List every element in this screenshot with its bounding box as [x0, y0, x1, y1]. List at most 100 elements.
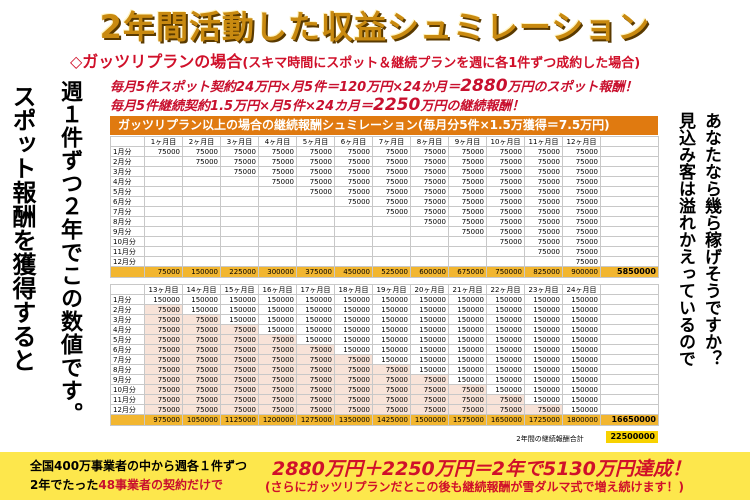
- table-cell: 150000: [372, 314, 411, 325]
- table-cell: 75000: [144, 314, 183, 325]
- table-cell: [144, 216, 183, 227]
- column-header: 19ヶ月目: [372, 284, 411, 295]
- sum-cell: 75000: [144, 266, 183, 278]
- table-cell: 75000: [562, 196, 601, 207]
- blank-cell: [600, 156, 659, 167]
- table-cell: 75000: [562, 256, 601, 267]
- table-cell: [144, 166, 183, 177]
- table-cell: 75000: [410, 404, 449, 415]
- table-cell: [220, 246, 259, 257]
- row-label: 8月分: [110, 216, 145, 227]
- row-label: 4月分: [110, 324, 145, 335]
- table-cell: 75000: [448, 166, 487, 177]
- sum-cell: 750000: [486, 266, 525, 278]
- table-cell: 150000: [524, 324, 563, 335]
- table-cell: [144, 206, 183, 217]
- table-header-row: 1ヶ月目 2ヶ月目 3ヶ月目 4ヶ月目 5ヶ月目 6ヶ月目 7ヶ月目 8ヶ月目 9ヶ月目 10ヶ月…: [110, 136, 659, 147]
- table-cell: 75000: [562, 226, 601, 237]
- table-cell: 75000: [562, 206, 601, 217]
- row-label: 1月分: [110, 294, 145, 305]
- table-cell: 75000: [182, 334, 221, 345]
- row-label: 5月分: [110, 186, 145, 197]
- table-cell: [258, 226, 297, 237]
- column-header: 3ヶ月目: [220, 136, 259, 147]
- blank-cell: [110, 266, 145, 278]
- table-cell: 150000: [410, 364, 449, 375]
- row-label: 7月分: [110, 354, 145, 365]
- table-cell: 75000: [448, 384, 487, 395]
- blank-cell: [600, 256, 659, 267]
- column-header: 12ヶ月目: [562, 136, 601, 147]
- table-cell: 150000: [524, 384, 563, 395]
- table-row: 5月分 75000 75000 75000 75000 150000 150000 15000…: [110, 334, 659, 345]
- table-row: 4月分 75000 75000 75000 75000 75000 75000 75000 75…: [110, 176, 659, 187]
- left-vertical-text-2: スポット報酬を獲得すると: [8, 84, 36, 372]
- table-cell: [296, 226, 335, 237]
- table-cell: 150000: [258, 314, 297, 325]
- table-cell: 75000: [372, 374, 411, 385]
- table-cell: 75000: [144, 374, 183, 385]
- table-row: 8月分 75000 75000 75000 75000 75000: [110, 216, 659, 227]
- table-cell: 75000: [182, 374, 221, 385]
- table-cell: [182, 166, 221, 177]
- table-cell: 75000: [486, 196, 525, 207]
- table-cell: [258, 256, 297, 267]
- table-cell: 75000: [258, 156, 297, 167]
- sum-cell: 300000: [258, 266, 297, 278]
- spot-formula: 毎月5件スポット契約24万円×月5件＝120万円×24か月＝: [110, 80, 461, 95]
- table-cell: [334, 216, 373, 227]
- row-label: 3月分: [110, 166, 145, 177]
- table-cell: 75000: [486, 146, 525, 157]
- blank-cell: [600, 206, 659, 217]
- table-cell: 75000: [486, 206, 525, 217]
- spot-suffix: 万円のスポット報酬！: [507, 80, 638, 95]
- table-cell: 75000: [410, 186, 449, 197]
- table-cell: [220, 186, 259, 197]
- table-cell: 150000: [486, 374, 525, 385]
- table-cell: [486, 256, 525, 267]
- table-cell: 150000: [448, 344, 487, 355]
- table-cell: [220, 236, 259, 247]
- table-cell: 75000: [144, 364, 183, 375]
- table-cell: 150000: [220, 314, 259, 325]
- table-cell: 75000: [562, 236, 601, 247]
- table-cell: 150000: [372, 334, 411, 345]
- table-cell: 75000: [410, 146, 449, 157]
- table-cell: [296, 206, 335, 217]
- table-cell: 75000: [486, 156, 525, 167]
- table-cell: 150000: [524, 354, 563, 365]
- table-cell: 75000: [486, 226, 525, 237]
- table-cell: 75000: [334, 374, 373, 385]
- table-cell: 75000: [296, 186, 335, 197]
- table-cell: [182, 196, 221, 207]
- continuous-total: 2250: [373, 95, 421, 115]
- table-row: 3月分 75000 75000 75000 75000 75000 75000 75000 75…: [110, 166, 659, 177]
- table-row: 9月分 75000 75000 75000 75000: [110, 226, 659, 237]
- plan-name: ◇ガッツリプランの場合: [70, 52, 243, 71]
- table-cell: 75000: [258, 404, 297, 415]
- sum-cell: 1200000: [258, 414, 297, 426]
- table-cell: 75000: [448, 394, 487, 405]
- blank-cell: [600, 324, 659, 335]
- table-cell: 75000: [372, 384, 411, 395]
- table-cell: 75000: [220, 354, 259, 365]
- table-cell: 75000: [258, 364, 297, 375]
- table-cell: 150000: [448, 374, 487, 385]
- table-cell: 150000: [562, 334, 601, 345]
- table-cell: 75000: [448, 176, 487, 187]
- sum-cell: 1500000: [410, 414, 449, 426]
- table-row: 7月分 75000 75000 75000 75000 75000 75000 150000 1…: [110, 354, 659, 365]
- total-caption: 2年間の継続報酬合計: [516, 435, 584, 443]
- table-cell: 75000: [372, 176, 411, 187]
- table-cell: 150000: [524, 304, 563, 315]
- table-row: 11月分 75000 75000: [110, 246, 659, 257]
- table-cell: [334, 226, 373, 237]
- sum-cell: 150000: [182, 266, 221, 278]
- table-cell: 150000: [372, 294, 411, 305]
- blank-cell: [110, 414, 145, 426]
- row-label: 5月分: [110, 334, 145, 345]
- table-cell: 75000: [144, 404, 183, 415]
- right-vertical-text-2: 見込み客は溢れかえっているので: [675, 112, 695, 367]
- table-cell: 150000: [448, 334, 487, 345]
- row-label: 6月分: [110, 196, 145, 207]
